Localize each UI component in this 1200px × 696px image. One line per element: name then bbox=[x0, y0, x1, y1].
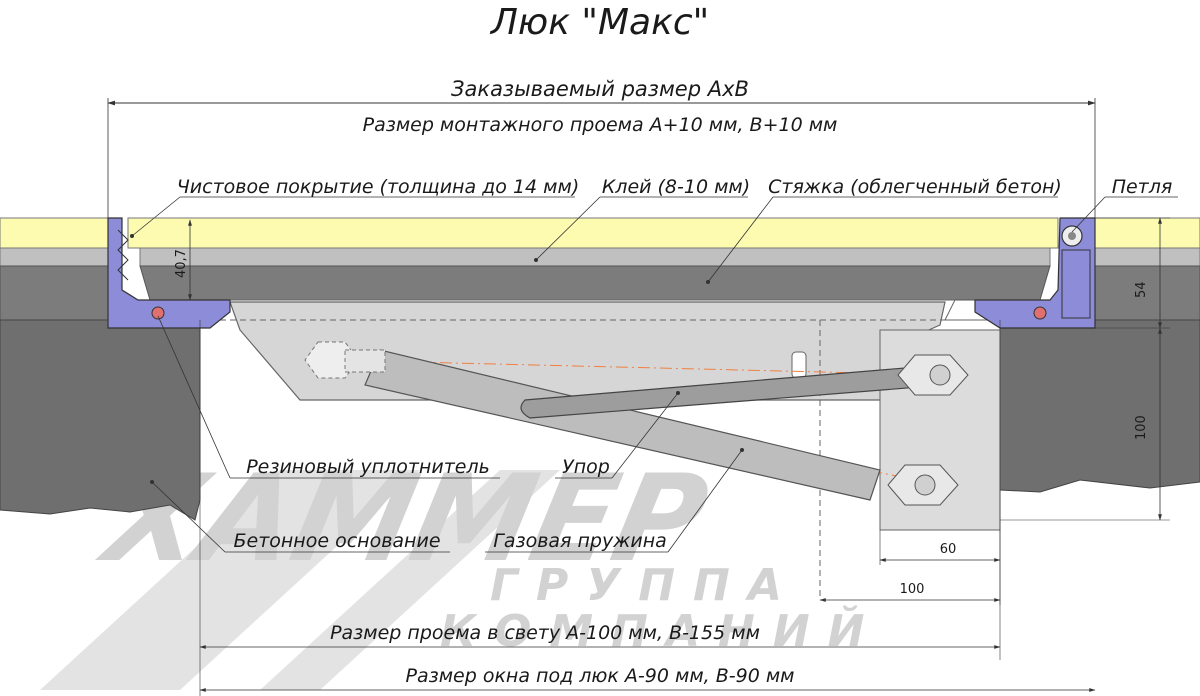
dim-60: 60 bbox=[940, 542, 957, 557]
finish-label: Чистовое покрытие (толщина до 14 мм) bbox=[177, 176, 580, 198]
spring-label: Газовая пружина bbox=[493, 530, 667, 552]
frame-profile-right bbox=[974, 217, 1096, 329]
clear-opening-label: Размер проема в свету А-100 мм, В-155 мм bbox=[330, 622, 760, 644]
glue-layer-left bbox=[0, 247, 111, 267]
glue-label: Клей (8-10 мм) bbox=[602, 176, 750, 198]
stop-rod bbox=[520, 364, 946, 419]
gas-spring bbox=[364, 349, 881, 501]
dim-thickness: 40,7 bbox=[174, 249, 189, 278]
window-size-label: Размер окна под люк А-90 мм, В-90 мм bbox=[406, 665, 795, 687]
mechanism bbox=[304, 341, 969, 506]
dim-100-vertical: 100 bbox=[1134, 415, 1149, 440]
finish-layer-right bbox=[1094, 217, 1200, 249]
glue-layer-right bbox=[1094, 247, 1200, 267]
opening-size-label: Размер монтажного проема А+10 мм, В+10 м… bbox=[363, 114, 838, 136]
base-label: Бетонное основание bbox=[233, 530, 440, 552]
hinge-label: Петля bbox=[1112, 176, 1173, 198]
watermark-line1: ГРУППА bbox=[490, 560, 800, 611]
finish-layer-left bbox=[0, 217, 111, 249]
frame-profile-left bbox=[107, 217, 231, 329]
finish-layer-lid bbox=[127, 217, 1059, 249]
dim-100-horizontal: 100 bbox=[900, 582, 925, 597]
glue-layer-lid bbox=[139, 247, 1051, 267]
concrete-base bbox=[0, 319, 1200, 521]
stop-label: Упор bbox=[562, 456, 610, 478]
screed-layer-lid bbox=[139, 265, 1051, 301]
ordered-size-label: Заказываемый размер АхВ bbox=[451, 77, 749, 101]
seal-label: Резиновый уплотнитель bbox=[246, 456, 490, 478]
page-title: Люк "Макс" bbox=[489, 2, 709, 43]
screed-layer-right bbox=[1094, 265, 1200, 321]
dim-54: 54 bbox=[1134, 281, 1149, 298]
small-bracket bbox=[791, 351, 807, 379]
floor-layers bbox=[0, 217, 1200, 321]
screed-label: Стяжка (облегченный бетон) bbox=[768, 176, 1062, 198]
rubber-seal-right bbox=[1033, 306, 1047, 320]
screed-layer-left bbox=[0, 265, 111, 321]
rubber-seal-left bbox=[151, 306, 165, 320]
